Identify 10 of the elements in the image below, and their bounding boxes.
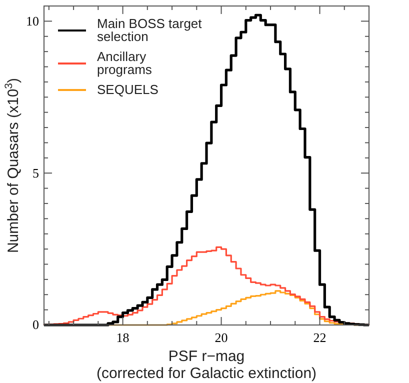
x-tick-label: 22 — [313, 330, 326, 346]
x-axis-title: PSF r−mag (corrected for Galactic extinction) — [96, 348, 317, 382]
y-tick-label: 10 — [26, 13, 39, 28]
x-tick-label: 20 — [214, 330, 228, 346]
legend-label: Main BOSS target selection — [97, 16, 202, 44]
legend-label: SEQUELS — [97, 82, 159, 97]
y-tick-label: 5 — [32, 165, 39, 180]
x-tick-label: 18 — [116, 330, 130, 346]
y-tick-label: 0 — [32, 317, 39, 332]
legend-label: Ancillary programs — [97, 49, 152, 77]
